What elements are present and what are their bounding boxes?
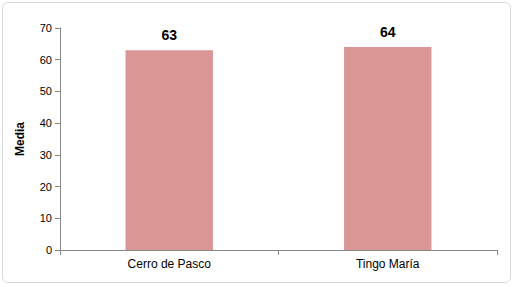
svg-text:0: 0 bbox=[46, 244, 52, 256]
svg-text:64: 64 bbox=[380, 24, 396, 40]
svg-text:Tingo María: Tingo María bbox=[356, 257, 420, 271]
svg-text:40: 40 bbox=[40, 117, 52, 129]
svg-text:Media: Media bbox=[13, 122, 27, 156]
svg-text:50: 50 bbox=[40, 85, 52, 97]
svg-text:30: 30 bbox=[40, 149, 52, 161]
svg-text:63: 63 bbox=[161, 27, 177, 43]
svg-text:10: 10 bbox=[40, 212, 52, 224]
svg-text:60: 60 bbox=[40, 54, 52, 66]
svg-text:Cerro de Pasco: Cerro de Pasco bbox=[128, 257, 212, 271]
svg-text:70: 70 bbox=[40, 22, 52, 34]
svg-text:20: 20 bbox=[40, 181, 52, 193]
